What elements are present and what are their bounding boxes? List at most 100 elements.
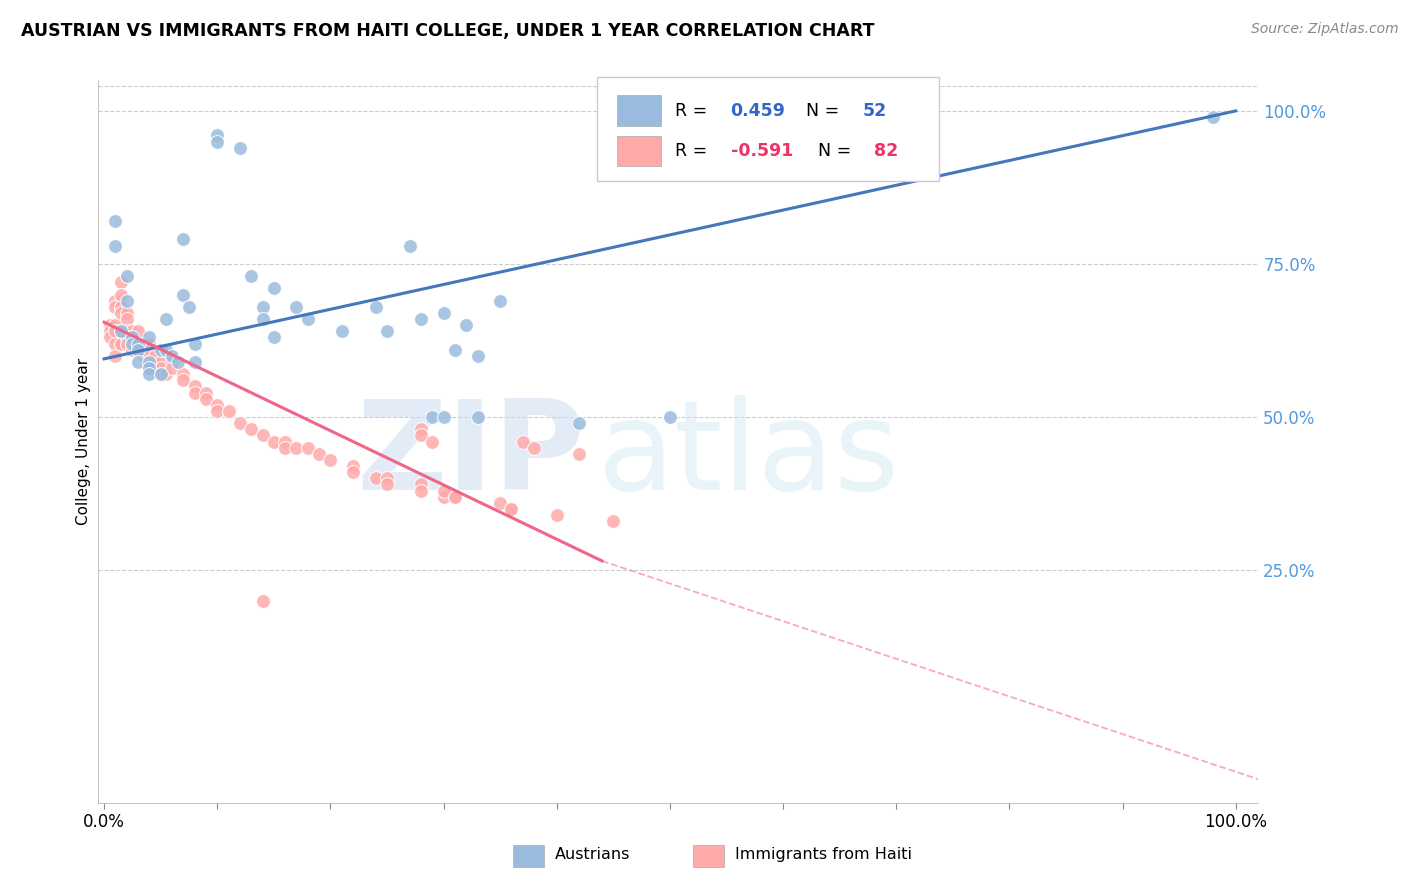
FancyBboxPatch shape [598,77,939,181]
Point [115,269,138,284]
Point [489,293,512,308]
Point [172,287,194,301]
Point [160,349,183,363]
Point [110,287,132,301]
Point [121,330,143,344]
Point [98,330,121,344]
Point [155,343,177,357]
Text: R =: R = [675,102,713,120]
Text: 52: 52 [863,102,887,120]
Point [104,324,127,338]
Point [104,318,127,333]
Point [121,336,143,351]
Text: ZIP: ZIP [357,395,585,516]
Point [115,324,138,338]
Point [364,471,387,485]
Text: N =: N = [806,102,845,120]
Point [172,232,194,246]
Point [297,312,319,326]
Text: Immigrants from Haiti: Immigrants from Haiti [735,847,912,862]
Point [110,306,132,320]
Point [110,324,132,338]
Text: N =: N = [818,142,856,160]
Point [183,379,205,393]
Point [207,398,229,412]
FancyBboxPatch shape [617,136,661,166]
Point [194,385,217,400]
Point [104,214,127,228]
Point [330,324,353,338]
Point [115,312,138,326]
Point [252,593,274,607]
Point [375,471,398,485]
Point [432,490,454,504]
Point [375,477,398,491]
Point [364,300,387,314]
Point [104,300,127,314]
Point [115,336,138,351]
Point [308,447,330,461]
Point [501,502,523,516]
Point [183,336,205,351]
Point [444,343,467,357]
Point [489,496,512,510]
Text: atlas: atlas [598,395,900,516]
Point [110,300,132,314]
Point [138,367,160,381]
Point [172,373,194,387]
Point [207,128,229,143]
Point [229,141,252,155]
Point [115,293,138,308]
Point [512,434,534,449]
Point [342,465,364,479]
Point [155,367,177,381]
Point [252,428,274,442]
Point [432,410,454,425]
Point [104,349,127,363]
Point [501,502,523,516]
Text: Source: ZipAtlas.com: Source: ZipAtlas.com [1251,22,1399,37]
Point [138,361,160,376]
Point [127,324,149,338]
Point [375,324,398,338]
Point [420,410,443,425]
Point [568,447,591,461]
Point [1202,110,1225,124]
Point [138,349,160,363]
Point [132,349,155,363]
Point [456,318,478,333]
Point [183,355,205,369]
Text: Austrians: Austrians [555,847,631,862]
Point [568,416,591,430]
Point [138,355,160,369]
Point [121,336,143,351]
Point [194,392,217,406]
FancyBboxPatch shape [617,95,661,126]
Point [127,343,149,357]
Point [263,434,285,449]
Point [149,355,172,369]
Text: AUSTRIAN VS IMMIGRANTS FROM HAITI COLLEGE, UNDER 1 YEAR CORRELATION CHART: AUSTRIAN VS IMMIGRANTS FROM HAITI COLLEG… [21,22,875,40]
Point [121,343,143,357]
Point [546,508,568,522]
Point [160,361,183,376]
Point [240,422,263,436]
Point [297,441,319,455]
Point [138,355,160,369]
Point [127,355,149,369]
Point [104,336,127,351]
Point [207,404,229,418]
Point [602,514,624,528]
Point [127,336,149,351]
Text: R =: R = [675,142,713,160]
Point [263,281,285,295]
Point [240,269,263,284]
Point [115,330,138,344]
Point [274,441,297,455]
Point [138,361,160,376]
Point [121,330,143,344]
Point [432,306,454,320]
Point [155,312,177,326]
Point [183,385,205,400]
Point [115,306,138,320]
